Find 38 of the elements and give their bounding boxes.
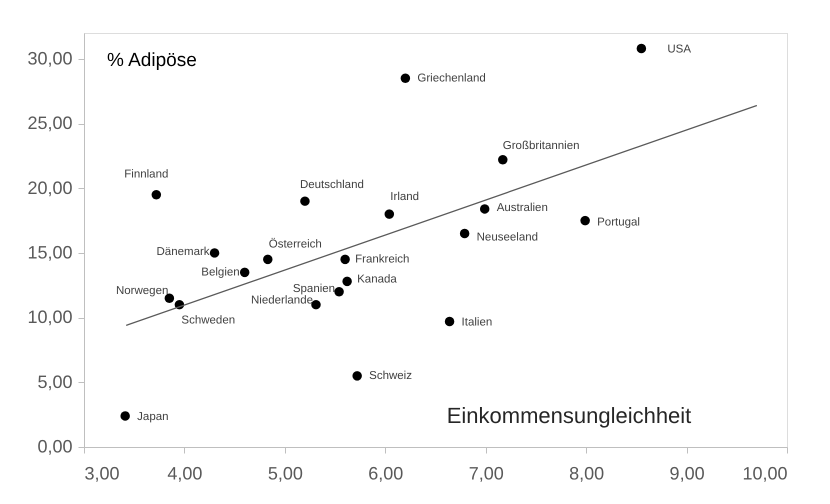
annotation: Niederlande	[250, 294, 313, 307]
annotation: Portugal	[597, 216, 640, 229]
y-tick-label: 25,00	[27, 113, 72, 134]
x-tick-label: 9,00	[670, 464, 705, 484]
x-tick-label: 4,00	[167, 464, 202, 484]
x-tick-label: 6,00	[368, 464, 404, 484]
annotation: Norwegen	[116, 285, 168, 298]
annotation: Japan	[137, 410, 169, 423]
annotation: Belgien	[201, 266, 240, 278]
y-tick-label: 20,00	[27, 178, 72, 198]
x-tick-label: 7,00	[468, 464, 504, 484]
annotation: Frankreich	[355, 253, 410, 266]
y-tick-label: 5,00	[37, 372, 72, 392]
annotation: Österreich	[268, 237, 322, 250]
annotation: Neuseeland	[476, 232, 538, 244]
annotation: Italien	[462, 316, 492, 329]
y-tick-label: 10,00	[27, 307, 72, 328]
annotation: Schweiz	[369, 370, 412, 382]
x-axis-title: Einkommensungleichheit	[446, 403, 692, 428]
annotation: Deutschland	[300, 179, 364, 192]
y-tick-label: 0,00	[37, 436, 72, 456]
y-axis-title: % Adipöse	[107, 50, 197, 71]
annotation: Finnland	[124, 168, 168, 181]
x-tick-label: 3,00	[84, 464, 120, 484]
x-tick-label: 10,00	[742, 464, 788, 484]
x-tick-label: 5,00	[268, 464, 303, 484]
annotation: Großbritannien	[502, 140, 580, 152]
annotation: Irland	[390, 191, 420, 204]
y-tick-label: 30,00	[27, 48, 72, 68]
annotation: Australien	[496, 202, 548, 214]
annotation: Dänemark	[156, 246, 210, 258]
y-tick-label: 15,00	[27, 242, 72, 262]
annotation: Kanada	[357, 273, 398, 286]
annotation: Schweden	[181, 314, 236, 327]
annotation: USA	[667, 44, 692, 56]
x-tick-label: 8,00	[569, 464, 604, 484]
annotation: Griechenland	[417, 72, 486, 84]
annotation: Spanien	[292, 282, 336, 295]
